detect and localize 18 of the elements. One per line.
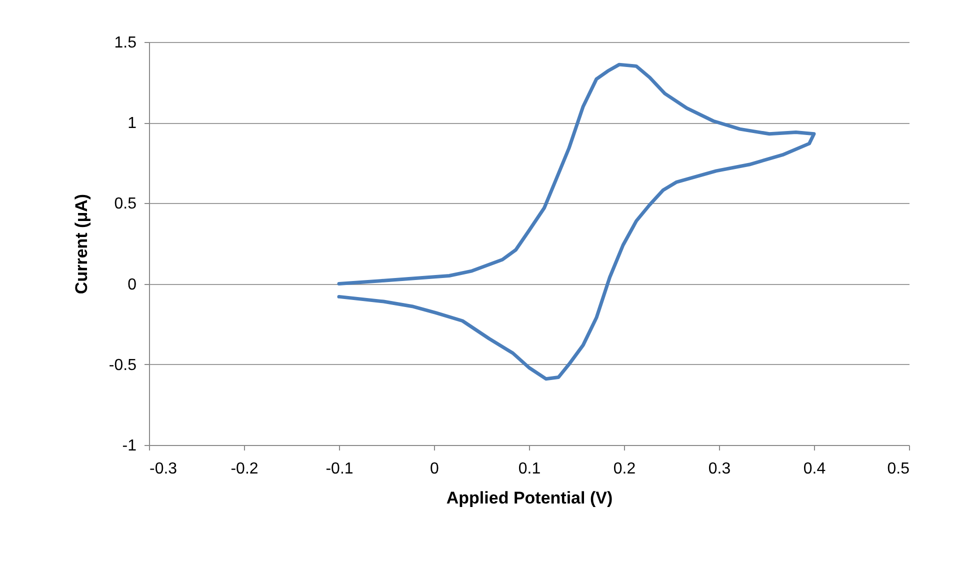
x-tick-label: 0: [430, 460, 440, 478]
line-series: [337, 62, 816, 381]
x-tick-label: 0.3: [708, 460, 731, 478]
x-tick-label: -0.1: [326, 460, 354, 478]
y-tick-label: 1: [128, 115, 137, 132]
x-tick-label: -0.3: [150, 460, 178, 478]
y-tick-label: 0.5: [114, 196, 137, 213]
y-tick-label: 1.5: [114, 34, 137, 52]
x-axis-title: Applied Potential (V): [446, 488, 613, 508]
y-tick-label: -0.5: [108, 356, 137, 374]
x-tick-label: 0.2: [613, 460, 636, 478]
x-tick-label: 0.1: [518, 460, 541, 478]
y-tick-label: -1: [122, 438, 137, 454]
y-axis-title: Current (μA): [72, 194, 91, 294]
x-tick-label: 0.4: [803, 460, 826, 478]
x-tick-label: 0.5: [887, 460, 910, 478]
x-tick-label: -0.2: [230, 460, 258, 478]
y-tick-label: 0: [128, 276, 137, 294]
